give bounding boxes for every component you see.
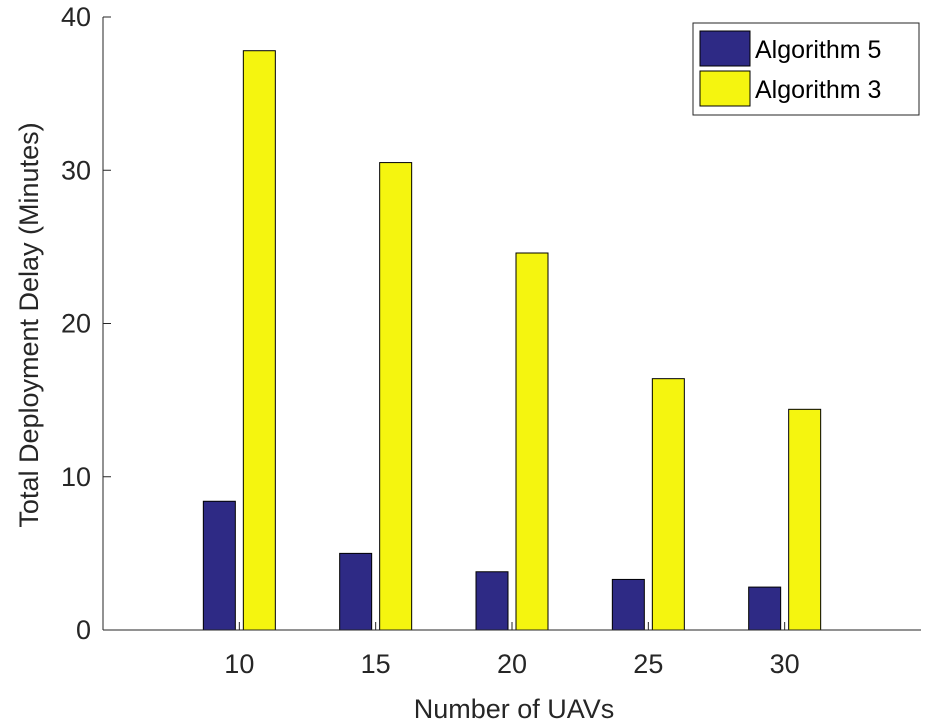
y-tick-label: 0	[76, 615, 91, 645]
plot-area	[202, 50, 822, 631]
legend: Algorithm 5 Algorithm 3	[692, 22, 920, 116]
y-tick-label: 20	[61, 309, 91, 339]
x-tick-label: 30	[770, 649, 800, 679]
x-tick-label: 20	[497, 649, 527, 679]
x-tick-label: 10	[224, 649, 254, 679]
bar-1-15	[339, 552, 373, 631]
bar-2-20	[515, 252, 549, 631]
y-axis-label: Total Deployment Delay (Minutes)	[14, 122, 44, 527]
axes: 0 10 20 30 40 10 15 20 25 30	[61, 2, 921, 679]
bar-2-25	[651, 378, 685, 631]
y-tick-label: 10	[61, 462, 91, 492]
bar-1-25	[611, 578, 645, 631]
bar-2-10	[242, 50, 276, 631]
bar-1-10	[202, 500, 236, 631]
x-axis-label: Number of UAVs	[414, 694, 615, 724]
legend-swatch	[699, 30, 751, 67]
x-tick-label: 15	[361, 649, 391, 679]
legend-label: Algorithm 5	[755, 36, 881, 64]
legend-label: Algorithm 3	[755, 76, 881, 104]
bar-1-30	[748, 586, 782, 631]
y-tick-label: 30	[61, 155, 91, 185]
x-tick-label: 25	[633, 649, 663, 679]
legend-swatch	[699, 70, 751, 107]
y-tick-label: 40	[61, 2, 91, 32]
bar-2-15	[379, 162, 413, 631]
bar-1-20	[475, 571, 509, 631]
bar-2-30	[788, 408, 822, 631]
